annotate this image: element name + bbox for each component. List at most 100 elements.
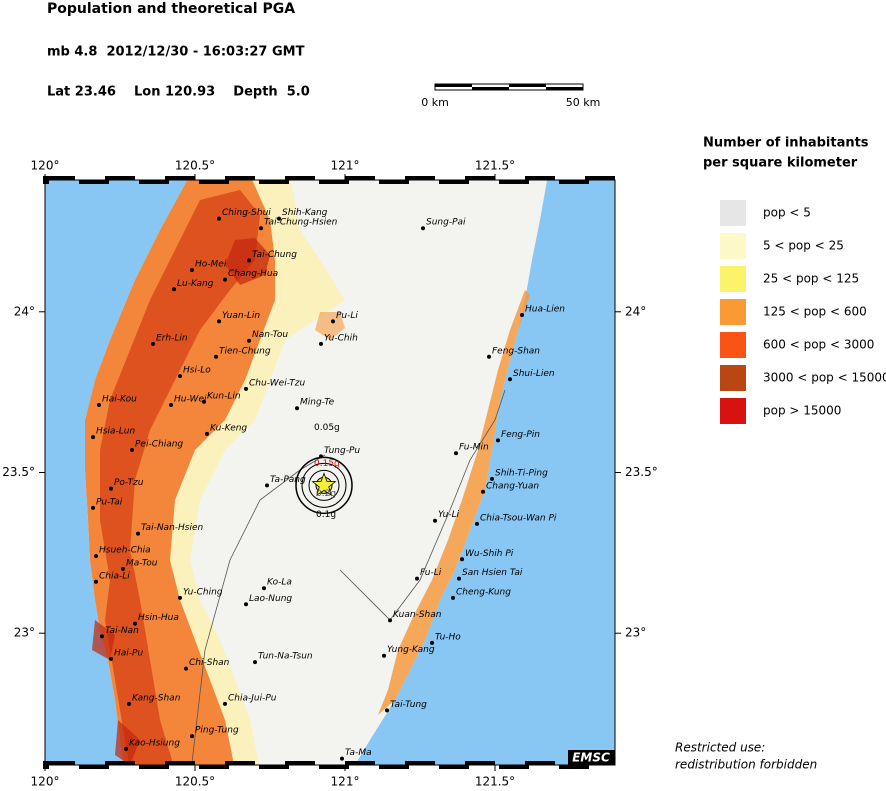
pga-ring <box>295 456 353 515</box>
city-marker <box>91 505 95 510</box>
lat-tick-label: 23.5° <box>2 465 35 479</box>
legend-label: 600 < pop < 3000 <box>763 338 874 352</box>
lon-tick-label: 121.5° <box>475 159 515 173</box>
city-marker <box>97 403 101 407</box>
city-marker <box>259 226 263 231</box>
city-marker <box>109 656 113 661</box>
city-label: Shih-Ti-Ping <box>495 468 548 478</box>
city-label: Yu-Chih <box>324 333 358 343</box>
city-label: Fu-Li <box>420 568 442 578</box>
city-marker <box>172 287 176 292</box>
city-label: Po-Tzu <box>114 478 144 488</box>
lat-tick-label: 23° <box>14 626 35 640</box>
city-marker <box>247 338 251 343</box>
lon-tick-label: 120° <box>31 775 60 788</box>
city-label: Feng-Pin <box>501 430 540 440</box>
legend-label: pop > 15000 <box>763 404 841 418</box>
city-label: Ko-La <box>267 578 292 588</box>
map-base <box>45 180 615 765</box>
city-marker <box>421 226 425 231</box>
city-label: Shui-Lien <box>513 369 555 379</box>
pga-label: 0.15g <box>314 459 340 469</box>
event-info: mb 4.8 2012/12/30 - 16:03:27 GMT <box>47 45 305 60</box>
city-marker <box>331 319 335 324</box>
city-label: Pu-Li <box>336 311 358 321</box>
city-label: Wu-Shih Pi <box>465 549 514 559</box>
city-marker <box>277 216 281 221</box>
legend-title: per square kilometer <box>703 156 858 171</box>
lon-tick-label: 120.5° <box>175 159 215 173</box>
lat-tick-label: 23° <box>625 626 646 640</box>
city-label: Hu-Wei <box>174 395 207 405</box>
city-label: Chia-Tsou-Wan Pi <box>480 513 557 523</box>
legend-label: 5 < pop < 25 <box>763 239 844 253</box>
legend-swatch <box>720 200 746 226</box>
city-marker <box>457 576 461 581</box>
city-label: Chang-Yuan <box>486 481 539 491</box>
city-marker <box>340 756 344 761</box>
location-info: Lat 23.46 Lon 120.93 Depth 5.0 <box>47 85 310 100</box>
city-label: Hua-Lien <box>525 305 565 315</box>
city-marker <box>496 438 500 443</box>
city-marker <box>247 258 251 263</box>
legend-label: 25 < pop < 125 <box>763 272 859 286</box>
city-label: Ching-Shui <box>222 208 271 218</box>
city-marker <box>205 431 209 436</box>
city-marker <box>190 734 194 739</box>
city-label: Tai-Chung-Hsien <box>264 218 338 228</box>
city-label: Fu-Min <box>459 443 489 453</box>
city-marker <box>265 483 269 488</box>
city-label: Yung-Kang <box>387 645 435 655</box>
city-marker <box>190 268 194 272</box>
legend-swatch <box>720 332 746 358</box>
lat-tick-label: 24° <box>14 304 35 318</box>
city-marker <box>430 640 434 645</box>
legend: pop < 5 5 < pop < 25 25 < pop < 125 125 < p… <box>720 200 886 424</box>
legend-swatch <box>720 299 746 325</box>
scale-bar: 0 km 50 km <box>421 83 601 109</box>
city-marker <box>385 708 389 713</box>
city-label: Pu-Tai <box>96 497 123 507</box>
city-marker <box>214 354 218 359</box>
city-label: Tung-Pu <box>324 446 360 456</box>
city-label: Feng-Shan <box>492 346 540 356</box>
city-marker <box>178 595 182 600</box>
city-label: Sung-Pai <box>426 218 466 228</box>
note: Restricted use: <box>675 741 765 755</box>
city-marker <box>244 602 248 607</box>
pga-label: 0.2g <box>316 489 336 499</box>
city-marker <box>508 377 512 382</box>
legend-swatch <box>720 365 746 391</box>
city-marker <box>475 521 479 526</box>
city-label: Hai-Pu <box>114 648 143 658</box>
lon-tick-label: 120.5° <box>175 775 215 788</box>
city-marker <box>433 518 437 523</box>
city-label: Chi-Shan <box>189 658 230 668</box>
city-marker <box>319 341 323 346</box>
city-label: Tun-Na-Tsun <box>258 652 313 662</box>
city-label: Chu-Wei-Tzu <box>249 378 306 388</box>
pga-label: 0.1g <box>316 510 336 520</box>
city-marker <box>520 313 524 317</box>
city-label: Chia-Jui-Pu <box>228 693 277 703</box>
city-marker <box>94 579 98 584</box>
scale-end: 50 km <box>566 96 601 109</box>
city-label: Yu-Ching <box>183 587 223 597</box>
title: Population and theoretical PGA <box>47 1 295 17</box>
city-marker <box>100 634 104 639</box>
lon-tick-label: 121.5° <box>475 775 515 788</box>
city-label: Hsueh-Chia <box>99 546 151 556</box>
frame-ticks-top <box>43 176 617 184</box>
city-label: Shih-Kang <box>282 208 328 218</box>
lon-tick-label: 121° <box>331 159 360 173</box>
lat-tick-label: 23.5° <box>625 465 658 479</box>
city-label: Chia-Li <box>99 571 130 581</box>
city-label: Ta-Pang <box>270 475 306 485</box>
city-marker <box>451 595 455 600</box>
city-marker <box>136 531 140 536</box>
lat-tick-label: 24° <box>625 304 646 318</box>
city-label: Kuan-Shan <box>393 610 442 620</box>
city-marker <box>388 618 392 623</box>
city-marker <box>415 576 419 581</box>
